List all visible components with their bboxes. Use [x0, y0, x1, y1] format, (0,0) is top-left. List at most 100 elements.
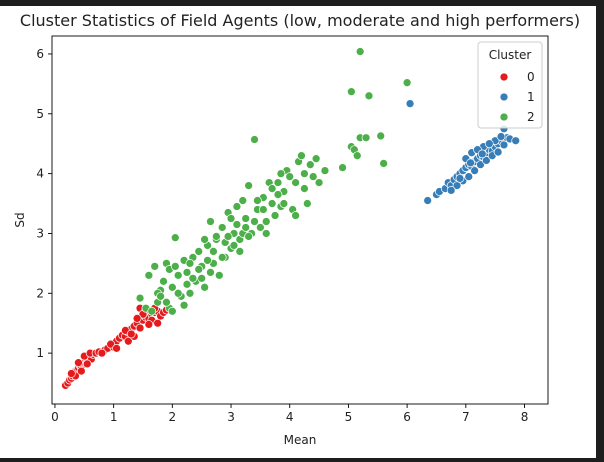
point-cluster-1	[455, 174, 465, 183]
point-cluster-2	[167, 306, 177, 316]
point-cluster-1	[405, 99, 415, 108]
point-cluster-2	[144, 270, 154, 280]
point-cluster-2	[364, 91, 374, 101]
point-cluster-2	[261, 217, 271, 226]
point-cluster-2	[302, 199, 312, 208]
point-cluster-2	[173, 270, 183, 280]
point-cluster-2	[200, 235, 209, 244]
point-cluster-2	[156, 291, 165, 301]
y-axis-label: Sd	[13, 212, 27, 227]
point-cluster-2	[244, 181, 253, 190]
y-axis-ticks: 1 2 3 4 5 6	[36, 47, 52, 360]
point-cluster-2	[244, 232, 253, 241]
point-cluster-2	[170, 262, 180, 271]
point-cluster-0	[76, 366, 86, 376]
window-edge-top	[0, 0, 604, 6]
point-cluster-2	[352, 151, 362, 161]
point-cluster-2	[379, 159, 388, 168]
point-cluster-2	[241, 214, 251, 223]
point-cluster-1	[466, 158, 475, 168]
point-cluster-2	[300, 184, 309, 193]
plot-frame	[51, 35, 549, 405]
legend: Cluster 0 1 2	[477, 41, 543, 129]
point-cluster-2	[206, 268, 215, 277]
window-edge-right	[596, 0, 604, 462]
x-tick-label: 5	[345, 410, 353, 424]
x-tick-label: 6	[403, 410, 411, 424]
point-cluster-2	[279, 199, 289, 208]
point-cluster-2	[361, 133, 371, 143]
point-cluster-2	[188, 273, 198, 283]
point-cluster-2	[206, 217, 215, 226]
point-cluster-2	[273, 178, 283, 187]
y-tick-label: 1	[36, 346, 44, 360]
point-cluster-2	[250, 135, 259, 144]
point-cluster-2	[285, 172, 295, 181]
point-cluster-2	[135, 293, 145, 303]
y-tick-label: 4	[36, 167, 44, 181]
point-cluster-2	[214, 270, 224, 280]
point-cluster-0	[106, 339, 116, 349]
x-tick-label: 8	[521, 410, 529, 424]
point-cluster-2	[320, 166, 330, 175]
point-cluster-0	[112, 344, 121, 353]
point-cluster-1	[476, 160, 485, 170]
point-cluster-2	[291, 211, 300, 220]
point-cluster-2	[194, 247, 204, 256]
x-tick-label: 4	[286, 410, 294, 424]
point-cluster-2	[291, 178, 300, 187]
point-cluster-2	[159, 276, 168, 286]
point-cluster-0	[144, 320, 154, 329]
point-cluster-2	[185, 259, 195, 268]
point-cluster-2	[253, 196, 262, 205]
point-cluster-2	[300, 169, 309, 178]
point-cluster-2	[261, 229, 271, 238]
point-cluster-2	[270, 211, 280, 220]
legend-marker-2	[499, 112, 509, 122]
point-cluster-2	[297, 151, 306, 161]
point-cluster-2	[217, 223, 227, 232]
point-cluster-2	[276, 169, 286, 178]
point-cluster-2	[226, 214, 236, 223]
point-cluster-0	[126, 329, 136, 339]
point-cluster-2	[355, 47, 365, 56]
chart-title: Cluster Statistics of Field Agents (low,…	[20, 11, 580, 30]
point-cluster-2	[311, 154, 321, 164]
point-cluster-2	[147, 306, 157, 316]
y-tick-label: 2	[36, 286, 44, 300]
point-cluster-1	[496, 132, 506, 141]
point-cluster-2	[150, 262, 160, 271]
point-cluster-2	[308, 172, 318, 181]
point-cluster-2	[238, 196, 248, 205]
y-tick-label: 3	[36, 226, 44, 240]
point-cluster-2	[235, 247, 245, 256]
y-tick-label: 6	[36, 47, 44, 61]
point-cluster-2	[241, 223, 251, 232]
x-tick-label: 7	[462, 410, 470, 424]
legend-label-1: 1	[527, 90, 535, 104]
points-layer	[61, 47, 521, 390]
point-cluster-2	[197, 273, 207, 283]
point-cluster-2	[182, 279, 192, 289]
point-cluster-2	[217, 253, 227, 262]
point-cluster-2	[212, 232, 221, 241]
x-tick-label: 2	[169, 410, 177, 424]
point-cluster-1	[477, 149, 487, 159]
point-cluster-2	[250, 217, 259, 226]
point-cluster-0	[74, 358, 83, 368]
x-axis-ticks: 0 1 2 3 4 5 6 7 8	[51, 404, 528, 424]
point-cluster-2	[314, 178, 324, 187]
point-cluster-1	[511, 136, 521, 146]
point-cluster-2	[267, 199, 277, 208]
point-cluster-2	[267, 184, 277, 193]
point-cluster-2	[185, 288, 195, 298]
point-cluster-2	[376, 131, 386, 141]
x-tick-label: 0	[51, 410, 59, 424]
point-cluster-2	[347, 87, 356, 96]
x-tick-label: 1	[110, 410, 118, 424]
point-cluster-1	[493, 147, 503, 157]
scatter-chart: Cluster Statistics of Field Agents (low,…	[13, 11, 580, 447]
point-cluster-1	[499, 140, 509, 150]
point-cluster-0	[82, 359, 92, 369]
